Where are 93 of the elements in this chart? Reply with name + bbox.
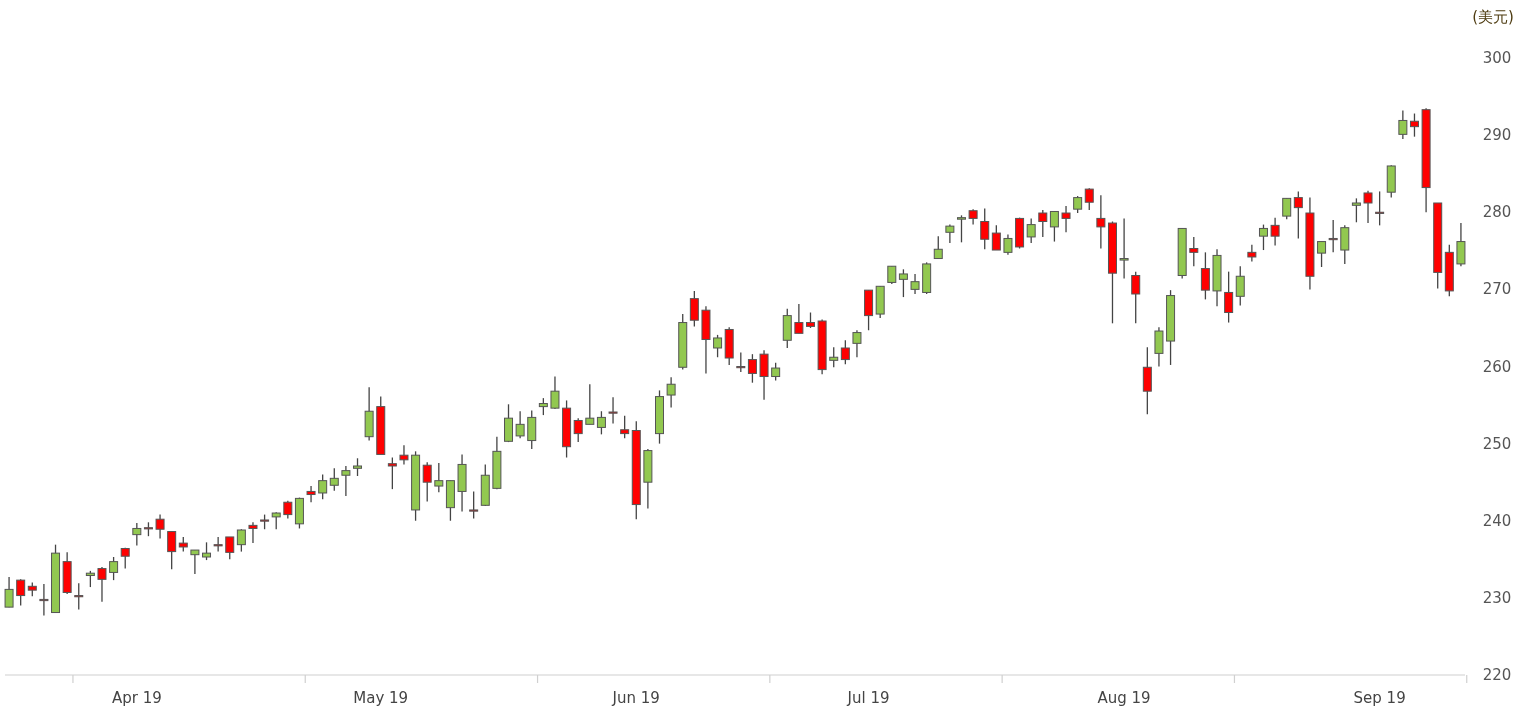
candlestick [109,556,119,581]
candlestick [1328,219,1338,253]
candlestick [1084,187,1094,211]
candlestick [248,521,258,544]
candlestick [1293,190,1303,240]
candlestick [387,456,397,490]
y-axis-title: (美元) [1472,8,1514,26]
candlestick [840,339,850,365]
candlestick [1409,112,1419,138]
candlestick [422,461,432,503]
candlestick [469,490,479,520]
candlestick [747,353,757,384]
candlestick [213,536,223,553]
candlestick [1282,197,1292,220]
candlestick [852,329,862,358]
candlestick [1340,224,1350,265]
candlestick [74,582,84,611]
y-tick-label: 270 [1482,280,1512,299]
candlestick [898,268,908,298]
candlestick [504,403,514,443]
candlestick [434,462,444,493]
candlestick [1026,217,1036,244]
candlestick [620,415,630,439]
candlestick [190,549,200,575]
x-tick-label: Jul 19 [846,689,890,707]
y-tick-label: 260 [1482,357,1512,376]
candlestick [1456,222,1466,267]
candlestick [16,578,26,607]
candlestick [132,522,142,547]
candlestick [1154,326,1164,368]
y-tick-label: 280 [1482,203,1512,222]
candlestick [318,473,328,500]
candlestick [1398,109,1408,140]
candlestick [1049,210,1059,243]
y-tick-label: 290 [1482,126,1512,145]
candlestick [1119,217,1129,280]
x-tick-label: Apr 19 [111,689,162,707]
candlestick [1224,270,1234,324]
candlestick [1363,190,1373,224]
y-tick-label: 250 [1482,434,1512,453]
y-tick-label: 300 [1482,49,1512,67]
candlestick [4,576,14,608]
candlestick [1270,217,1280,247]
candlestick [1131,270,1141,324]
candlestick [1235,265,1245,307]
candlestick [97,566,107,603]
candlestick [573,417,583,443]
candlestick [736,351,746,373]
y-tick-label: 230 [1482,588,1512,607]
candlestick [1317,240,1327,268]
candlestick [1142,346,1152,415]
candlestick [608,396,618,425]
candlestick [236,528,246,553]
candlestick [666,376,676,409]
candlestick [550,375,560,410]
candlestick [527,409,537,450]
candlestick [225,536,235,560]
candlestick [585,383,595,425]
candlestick [596,410,606,436]
candlestick [1061,205,1071,233]
candlestick [1096,194,1106,250]
x-tick-label: May 19 [353,689,409,707]
y-tick-label: 240 [1482,511,1512,530]
candlestick [1038,209,1048,238]
candlestick [1003,233,1013,256]
candlestick [956,214,966,243]
candlestick [399,444,409,466]
candlestick [1258,223,1268,251]
candlestick [759,349,769,401]
candlestick [306,485,316,503]
candlestick [1351,197,1361,223]
candlestick [329,467,339,492]
candlestick [829,346,839,368]
candlestick [155,513,165,540]
x-tick-label: Jun 19 [611,689,660,707]
candlestick [933,235,943,260]
x-tick-label: Aug 19 [1097,689,1151,707]
candlestick [794,303,804,334]
candlestick [713,334,723,358]
y-tick-label: 220 [1482,666,1512,684]
candlestick [515,410,525,439]
candlestick [1247,243,1257,263]
candlestick [341,465,351,497]
candlestick [1375,190,1385,227]
candlestick [39,583,49,617]
x-tick-label: Sep 19 [1353,689,1406,707]
candlestick [689,290,699,328]
candlestick [991,224,1001,251]
candlestick [910,273,920,295]
candlestick [1200,251,1210,301]
candlestick [1189,236,1199,267]
candlestick [980,207,990,250]
candlestick [167,530,177,570]
